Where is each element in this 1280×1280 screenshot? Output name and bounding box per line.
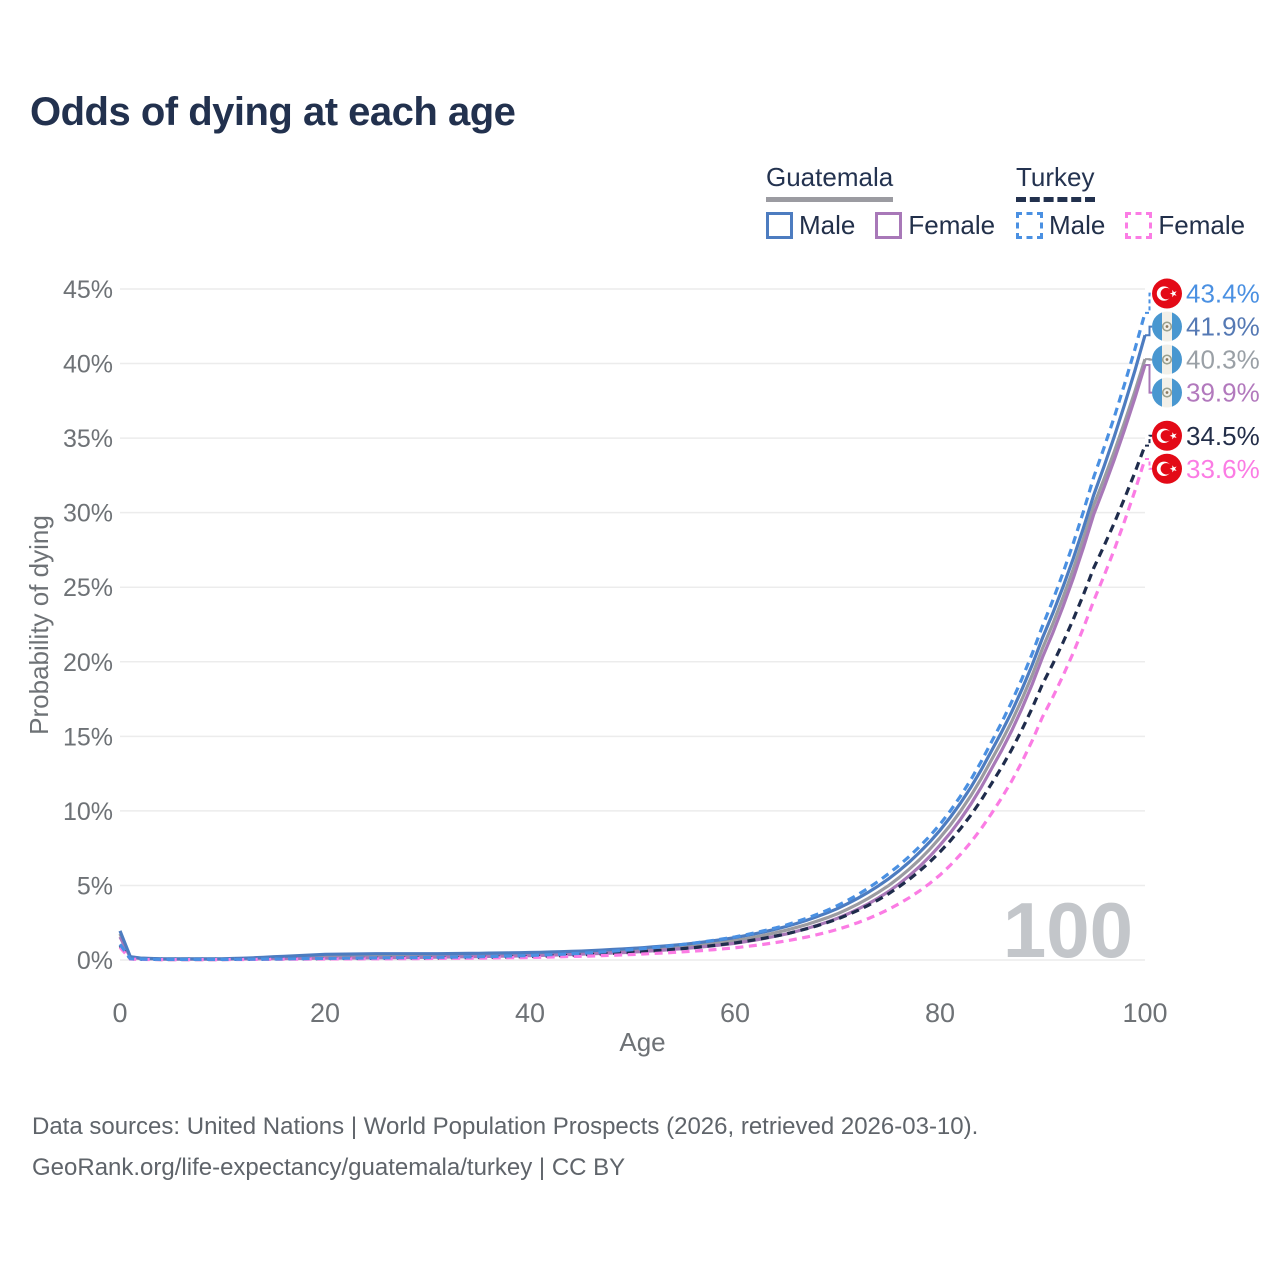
y-tick-label: 10%	[63, 798, 113, 826]
label-connector-turkey-female	[1145, 458, 1152, 470]
end-value-label-turkey-both: 34.5%	[1186, 421, 1260, 451]
series-line-turkey-female[interactable]	[118, 458, 1147, 962]
label-connector-guatemala-male	[1145, 325, 1152, 337]
footer-line-1: Data sources: United Nations | World Pop…	[32, 1113, 979, 1140]
legend-item-guatemala-female[interactable]: Female	[875, 210, 995, 241]
hover-age-watermark: 100	[1003, 886, 1133, 974]
guatemala-female-checkbox-icon[interactable]	[875, 212, 903, 239]
series-line-turkey-both[interactable]	[118, 445, 1147, 962]
x-tick-label: 80	[925, 998, 955, 1028]
legend-group-turkey: Turkey Male Female	[1016, 162, 1245, 241]
legend-label-turkey-male: Male	[1049, 210, 1106, 240]
label-connector-turkey-both	[1145, 434, 1152, 447]
legend-label-turkey-female: Female	[1158, 210, 1246, 240]
y-tick-label: 40%	[63, 351, 113, 379]
guatemala-flag-icon	[1152, 344, 1182, 375]
x-tick-label: 60	[720, 998, 750, 1028]
y-tick-label: 35%	[63, 425, 113, 453]
y-tick-label: 15%	[63, 723, 113, 751]
end-value-label-guatemala-both: 40.3%	[1186, 345, 1260, 375]
y-tick-label: 0%	[77, 947, 113, 975]
legend-label-guatemala-male: Male	[799, 210, 856, 240]
guatemala-flag-icon	[1152, 311, 1182, 342]
y-tick-label: 30%	[63, 500, 113, 528]
legend-country-guatemala: Guatemala	[766, 162, 894, 202]
x-axis-title: Age	[619, 1027, 665, 1057]
y-tick-label: 45%	[63, 276, 113, 304]
guatemala-male-checkbox-icon[interactable]	[766, 212, 793, 239]
series-line-guatemala-male[interactable]	[118, 334, 1147, 961]
turkey-flag-icon	[1152, 453, 1182, 484]
end-value-label-turkey-female: 33.6%	[1186, 454, 1260, 484]
series-line-turkey-male[interactable]	[118, 312, 1147, 961]
y-tick-label: 5%	[77, 872, 113, 900]
x-tick-label: 40	[515, 998, 545, 1028]
end-value-label-turkey-male: 43.4%	[1186, 279, 1260, 309]
guatemala-flag-icon	[1152, 377, 1182, 408]
x-tick-label: 0	[112, 998, 127, 1028]
legend-item-turkey-male[interactable]: Male	[1016, 210, 1105, 241]
legend-group-guatemala: Guatemala Male Female	[766, 162, 995, 241]
series-line-guatemala-both[interactable]	[118, 358, 1147, 961]
x-tick-label: 100	[1122, 998, 1167, 1028]
turkey-female-checkbox-icon[interactable]	[1125, 212, 1153, 239]
legend-item-turkey-female[interactable]: Female	[1125, 210, 1245, 241]
legend-country-turkey: Turkey	[1016, 162, 1095, 202]
end-value-label-guatemala-male: 41.9%	[1186, 312, 1260, 342]
turkey-flag-icon	[1152, 420, 1182, 451]
y-tick-label: 25%	[63, 574, 113, 602]
label-connector-guatemala-female	[1145, 364, 1152, 394]
footer-line-2: GeoRank.org/life-expectancy/guatemala/tu…	[32, 1154, 626, 1181]
turkey-flag-icon	[1152, 278, 1182, 309]
end-value-label-guatemala-female: 39.9%	[1186, 378, 1260, 408]
label-connector-guatemala-both	[1145, 358, 1152, 361]
page-title: Odds of dying at each age	[30, 90, 516, 134]
y-axis-title: Probability of dying	[24, 515, 54, 735]
legend-items-turkey: Male Female	[1016, 210, 1245, 241]
turkey-male-checkbox-icon[interactable]	[1016, 212, 1043, 239]
legend-item-guatemala-male[interactable]: Male	[766, 210, 855, 241]
legend-label-guatemala-female: Female	[908, 210, 996, 240]
label-connector-turkey-male	[1145, 292, 1152, 314]
legend-items-guatemala: Male Female	[766, 210, 995, 241]
x-tick-label: 20	[310, 998, 340, 1028]
data-source-footer: Data sources: United Nations | World Pop…	[32, 1106, 978, 1188]
y-tick-label: 20%	[63, 649, 113, 677]
